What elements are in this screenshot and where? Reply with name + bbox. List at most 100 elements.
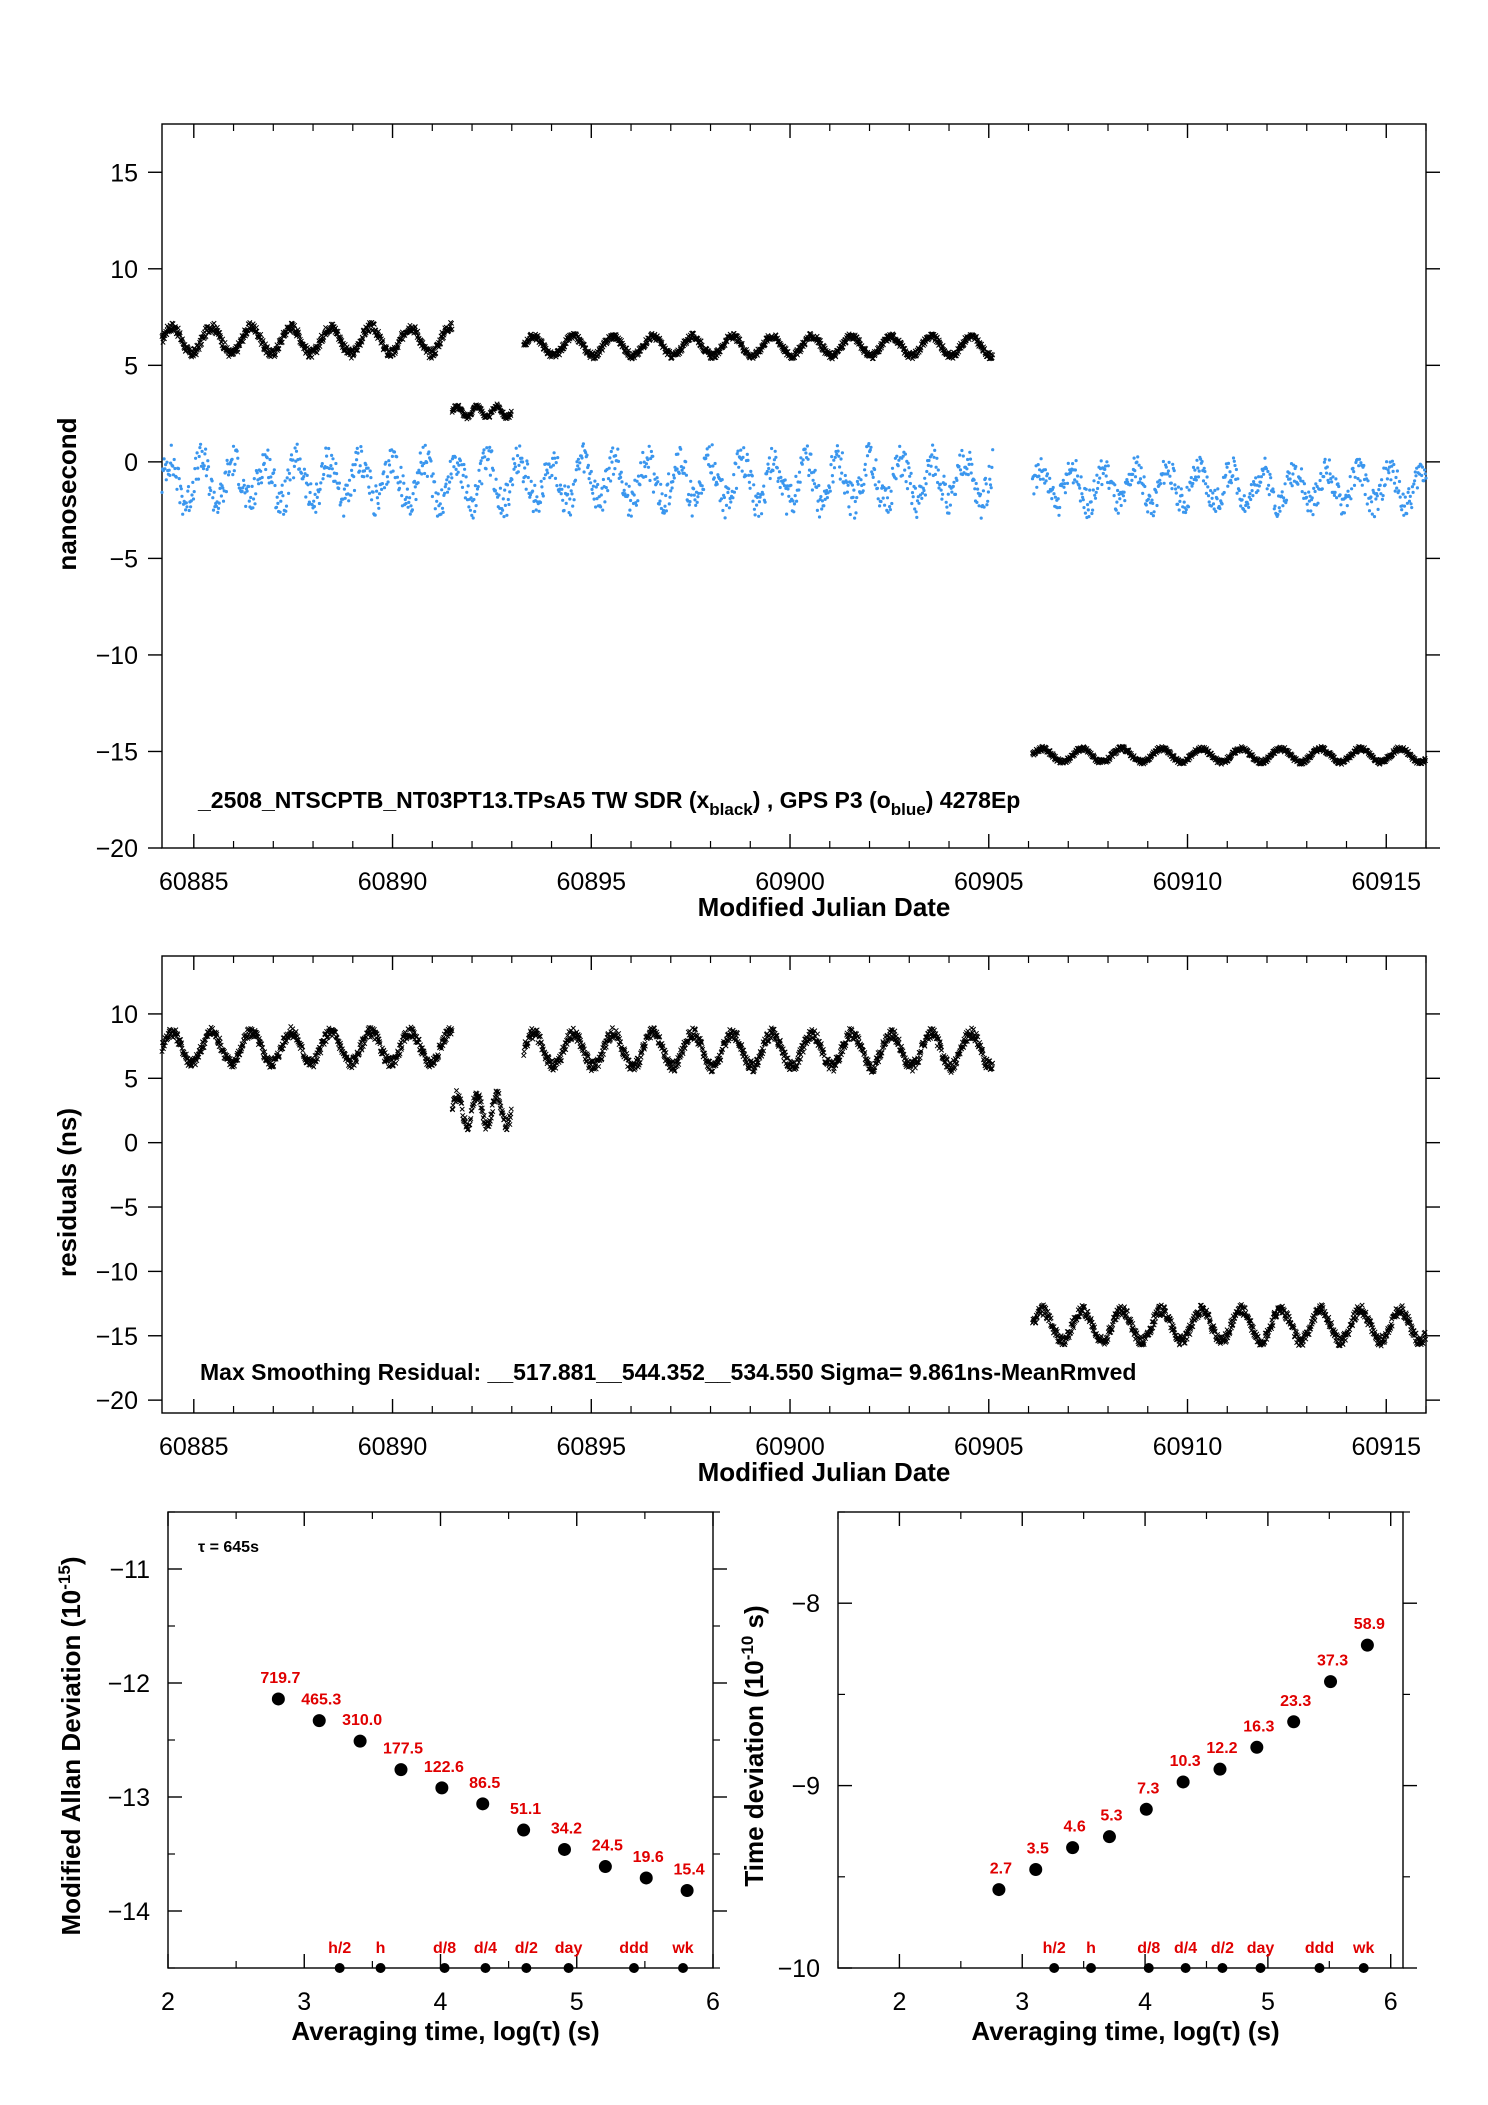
data-point bbox=[1349, 497, 1353, 501]
data-point bbox=[205, 467, 209, 471]
data-point bbox=[689, 493, 694, 497]
data-point bbox=[355, 458, 359, 462]
data-point bbox=[741, 455, 745, 459]
data-point bbox=[280, 483, 284, 487]
data-point bbox=[1269, 476, 1273, 480]
data-point bbox=[287, 491, 291, 495]
data-point bbox=[767, 466, 771, 471]
data-point bbox=[929, 464, 933, 468]
data-point bbox=[1133, 469, 1137, 473]
data-point bbox=[1250, 489, 1254, 493]
data-point bbox=[178, 501, 182, 505]
data-point bbox=[1239, 504, 1243, 508]
data-point bbox=[177, 477, 181, 481]
data-point bbox=[734, 462, 738, 466]
data-point bbox=[359, 445, 363, 449]
data-point bbox=[315, 495, 319, 499]
data-point bbox=[1264, 467, 1268, 471]
data-point bbox=[168, 473, 172, 477]
data-point bbox=[934, 465, 938, 469]
data-point bbox=[430, 494, 434, 499]
data-point bbox=[1263, 456, 1267, 460]
data-point bbox=[968, 457, 973, 461]
data-point bbox=[254, 492, 258, 496]
data-point bbox=[727, 506, 732, 510]
data-point bbox=[708, 464, 712, 468]
data-point bbox=[840, 451, 845, 455]
data-point bbox=[450, 476, 454, 480]
data-point bbox=[1112, 494, 1116, 498]
data-point bbox=[712, 476, 716, 480]
data-point bbox=[406, 505, 410, 509]
data-point bbox=[1171, 462, 1175, 466]
data-point bbox=[721, 508, 725, 513]
data-point bbox=[792, 510, 796, 514]
data-point bbox=[558, 483, 563, 487]
data-point bbox=[179, 336, 186, 342]
data-point bbox=[244, 504, 248, 508]
data-point bbox=[385, 475, 389, 479]
data-point bbox=[1337, 484, 1341, 489]
data-point bbox=[236, 456, 240, 460]
data-point bbox=[553, 456, 557, 460]
data-point bbox=[900, 473, 905, 477]
data-point bbox=[879, 499, 883, 504]
data-point bbox=[272, 468, 276, 472]
data-point bbox=[313, 492, 317, 496]
data-point bbox=[508, 408, 514, 414]
data-point bbox=[1038, 477, 1042, 481]
data-point bbox=[493, 489, 497, 493]
data-point bbox=[798, 347, 804, 353]
data-point bbox=[794, 474, 798, 478]
data-point bbox=[976, 487, 980, 491]
data-point bbox=[317, 501, 321, 506]
data-point bbox=[569, 489, 573, 493]
data-point bbox=[722, 342, 728, 349]
timeseries-panel-2: 60885 60890 60895 60900 60905 60910 609151050−… bbox=[52, 955, 1440, 1487]
data-point bbox=[1327, 480, 1331, 485]
data-point bbox=[661, 508, 666, 512]
data-point bbox=[1413, 470, 1417, 474]
data-point bbox=[1083, 511, 1087, 515]
data-point bbox=[279, 490, 284, 494]
data-point bbox=[1313, 489, 1317, 494]
data-point bbox=[577, 467, 581, 471]
data-point bbox=[835, 444, 840, 448]
data-point bbox=[732, 490, 737, 494]
data-point bbox=[563, 484, 567, 488]
data-point bbox=[171, 464, 175, 468]
data-point bbox=[330, 467, 334, 471]
data-point bbox=[453, 455, 457, 459]
data-point bbox=[746, 458, 750, 462]
data-point bbox=[944, 500, 948, 504]
data-point bbox=[694, 503, 698, 507]
y-tick-label: 0 bbox=[124, 449, 138, 477]
data-point bbox=[620, 480, 624, 484]
data-point bbox=[220, 336, 226, 342]
data-point bbox=[646, 458, 650, 462]
data-point bbox=[1411, 490, 1415, 494]
data-point bbox=[395, 475, 399, 479]
data-point bbox=[801, 458, 805, 462]
data-point bbox=[843, 473, 847, 478]
data-point bbox=[360, 449, 364, 453]
data-point bbox=[418, 451, 422, 455]
data-point bbox=[1135, 460, 1139, 464]
data-point bbox=[209, 488, 213, 493]
data-point bbox=[216, 506, 221, 510]
data-point bbox=[202, 1041, 208, 1047]
data-point bbox=[1104, 474, 1108, 478]
data-point bbox=[1095, 473, 1099, 477]
data-point bbox=[407, 500, 411, 504]
data-point bbox=[885, 496, 890, 500]
data-point bbox=[946, 492, 950, 496]
data-point bbox=[710, 443, 714, 447]
data-point bbox=[1205, 475, 1209, 479]
data-point bbox=[973, 334, 979, 340]
data-point bbox=[688, 500, 692, 504]
data-point bbox=[204, 474, 208, 478]
data-point bbox=[365, 474, 369, 478]
data-point bbox=[461, 473, 465, 477]
data-point bbox=[272, 471, 276, 475]
data-point bbox=[293, 446, 297, 450]
